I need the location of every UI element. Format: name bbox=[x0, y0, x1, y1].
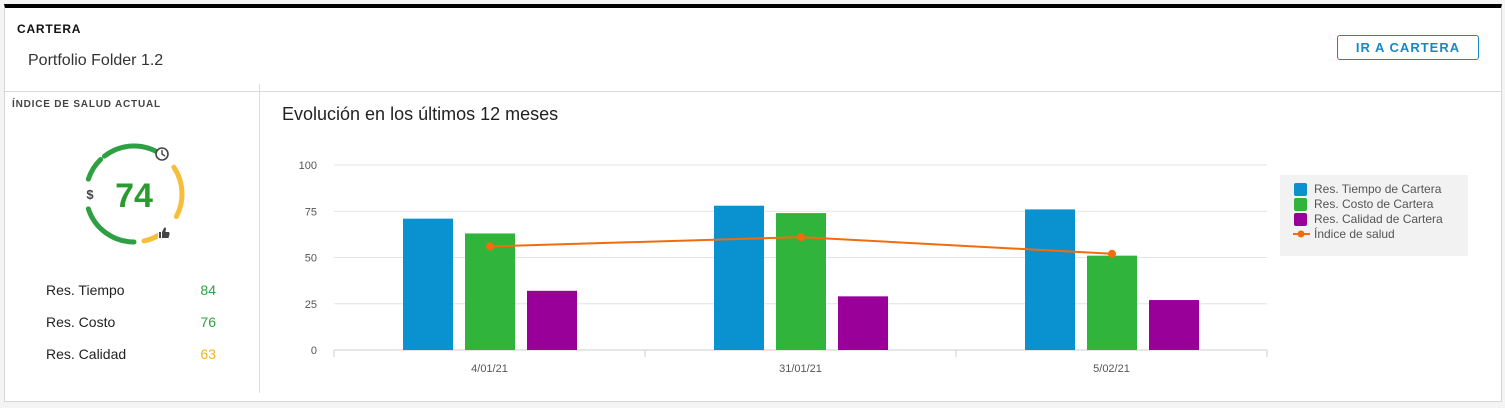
legend-label: Res. Costo de Cartera bbox=[1314, 197, 1434, 211]
score-value: 84 bbox=[200, 282, 216, 298]
section-label: CARTERA bbox=[17, 22, 82, 36]
score-label: Res. Tiempo bbox=[46, 282, 125, 298]
gauge-arc-cost bbox=[85, 206, 137, 245]
y-tick-label: 100 bbox=[299, 160, 317, 172]
bar-time[interactable] bbox=[1025, 209, 1075, 350]
health-index-point[interactable] bbox=[797, 233, 805, 242]
legend-label: Res. Calidad de Cartera bbox=[1314, 212, 1443, 226]
health-index-point[interactable] bbox=[486, 242, 494, 251]
legend-swatch bbox=[1294, 213, 1307, 226]
score-row-quality: Res. Calidad 63 bbox=[46, 346, 216, 362]
y-tick-label: 75 bbox=[305, 206, 317, 218]
x-tick-label: 31/01/21 bbox=[779, 363, 822, 375]
gauge-arc-cost bbox=[85, 156, 104, 182]
legend-box bbox=[1280, 175, 1468, 256]
health-gauge: 74 $ bbox=[85, 143, 185, 245]
thumbs-up-icon bbox=[158, 226, 171, 239]
legend-marker bbox=[1297, 230, 1305, 238]
health-index-label: ÍNDICE DE SALUD ACTUAL bbox=[12, 99, 161, 110]
bar-quality[interactable] bbox=[838, 296, 888, 350]
health-score: 74 bbox=[115, 177, 153, 215]
clock-icon bbox=[155, 147, 169, 161]
gauge-arc-time bbox=[101, 143, 164, 159]
bar-time[interactable] bbox=[403, 218, 453, 350]
score-value: 76 bbox=[200, 314, 216, 330]
y-tick-label: 0 bbox=[311, 345, 317, 357]
legend-label: Índice de salud bbox=[1314, 226, 1395, 241]
bar-quality[interactable] bbox=[527, 290, 577, 350]
dollar-icon: $ bbox=[85, 186, 95, 202]
card-header: CARTERA Portfolio Folder 1.2 IR A CARTER… bbox=[5, 8, 1501, 92]
portfolio-name: Portfolio Folder 1.2 bbox=[28, 52, 164, 69]
score-row-cost: Res. Costo 76 bbox=[46, 314, 216, 330]
go-to-portfolio-button[interactable]: IR A CARTERA bbox=[1337, 35, 1479, 60]
bar-cost[interactable] bbox=[1087, 255, 1137, 350]
health-index-point[interactable] bbox=[1108, 249, 1116, 258]
legend-swatch bbox=[1294, 198, 1307, 211]
evolution-chart: 0 25 50 75 100 4/01/21 31/01/21 5/02/21 Res. Ti… bbox=[299, 160, 1468, 375]
bar-cost[interactable] bbox=[465, 233, 515, 350]
bar-time[interactable] bbox=[714, 205, 764, 350]
bar-quality[interactable] bbox=[1149, 300, 1199, 350]
chart-title: Evolución en los últimos 12 meses bbox=[282, 104, 559, 124]
score-label: Res. Costo bbox=[46, 314, 116, 330]
score-value: 63 bbox=[200, 346, 216, 362]
gauge-arc-quality bbox=[171, 164, 185, 220]
legend-swatch bbox=[1294, 183, 1307, 196]
svg-text:$: $ bbox=[86, 187, 94, 202]
legend-label: Res. Tiempo de Cartera bbox=[1314, 182, 1442, 196]
score-label: Res. Calidad bbox=[46, 346, 127, 362]
score-row-time: Res. Tiempo 84 bbox=[46, 282, 216, 298]
y-tick-label: 50 bbox=[305, 253, 317, 265]
y-tick-label: 25 bbox=[305, 299, 317, 311]
x-tick-label: 4/01/21 bbox=[471, 363, 508, 375]
health-panel: ÍNDICE DE SALUD ACTUAL 74 $ Res. Tiempo … bbox=[0, 84, 260, 393]
x-tick-label: 5/02/21 bbox=[1093, 363, 1130, 375]
